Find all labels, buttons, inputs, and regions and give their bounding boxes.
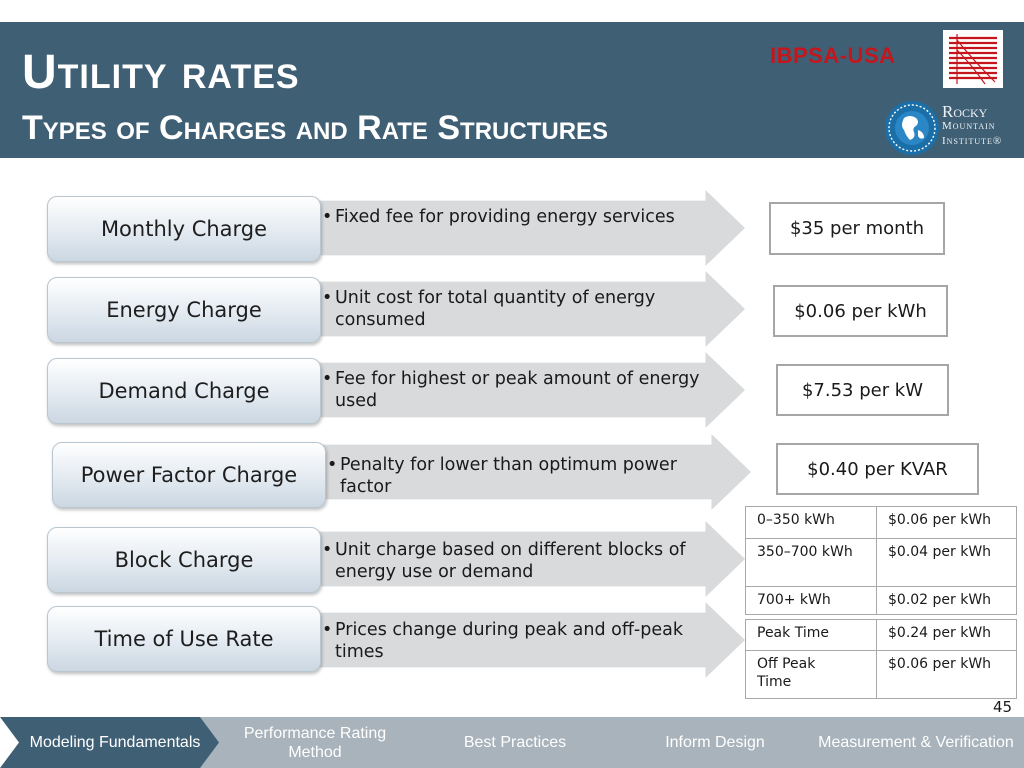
table-cell: $0.04 per kWh bbox=[876, 538, 1017, 587]
table-cell: 350–700 kWh bbox=[745, 538, 877, 587]
nav-label: Measurement & Verification bbox=[818, 734, 1014, 751]
page-number: 45 bbox=[993, 698, 1013, 716]
nav-label: Inform Design bbox=[665, 734, 765, 751]
desc-text: Unit charge based on different blocks of… bbox=[335, 540, 686, 582]
nav-measurement-verification[interactable]: Measurement & Verification bbox=[800, 717, 1024, 768]
table-cell: $0.06 per kWh bbox=[876, 506, 1017, 539]
nav-performance-rating-method[interactable]: Performance Rating Method bbox=[200, 717, 422, 768]
charge-row-demand: Demand Charge • Fee for highest or peak … bbox=[0, 352, 760, 428]
label-power-factor-charge: Power Factor Charge bbox=[52, 442, 326, 508]
table-cell: Peak Time bbox=[745, 619, 877, 651]
slide-subtitle: Types of Charges and Rate Structures bbox=[22, 109, 609, 147]
nav-modeling-fundamentals[interactable]: Modeling Fundamentals bbox=[0, 717, 222, 768]
rate-energy-charge: $0.06 per kWh bbox=[773, 285, 948, 337]
label-demand-charge: Demand Charge bbox=[47, 358, 321, 424]
table-cell: $0.02 per kWh bbox=[876, 586, 1017, 615]
rmi-line-1: Rocky bbox=[942, 102, 988, 121]
charge-row-energy: Energy Charge • Unit cost for total quan… bbox=[0, 271, 760, 347]
nav-label: Best Practices bbox=[463, 734, 567, 751]
rate-monthly-charge: $35 per month bbox=[769, 202, 945, 255]
desc-text: Prices change during peak and off-peak t… bbox=[335, 620, 683, 662]
table-cell: $0.24 per kWh bbox=[876, 619, 1017, 651]
bullet: • bbox=[327, 455, 338, 475]
bullet: • bbox=[322, 288, 333, 308]
bullet: • bbox=[322, 207, 333, 227]
slide-title: Utility rates bbox=[22, 46, 300, 99]
label-time-of-use-rate: Time of Use Rate bbox=[47, 606, 321, 672]
table-cell: $0.06 per kWh bbox=[876, 650, 1017, 699]
nav-label: Performance Rating Method bbox=[243, 724, 387, 761]
table-row: 700+ kWh $0.02 per kWh bbox=[745, 586, 1017, 615]
desc-text: Unit cost for total quantity of energy c… bbox=[335, 288, 656, 330]
rate-power-factor-charge: $0.40 per KVAR bbox=[776, 443, 979, 495]
rmi-logo: Rocky Mountain Institute® bbox=[884, 100, 1014, 156]
table-row: 350–700 kWh $0.04 per kWh bbox=[745, 538, 1017, 587]
desc-text: Penalty for lower than optimum power fac… bbox=[340, 455, 677, 497]
header-banner: Utility rates Types of Charges and Rate … bbox=[0, 22, 1024, 158]
nav-label: Modeling Fundamentals bbox=[29, 734, 201, 751]
desc-time-of-use-rate: • Prices change during peak and off-peak… bbox=[322, 619, 712, 663]
desc-energy-charge: • Unit cost for total quantity of energy… bbox=[322, 287, 712, 331]
bullet: • bbox=[322, 540, 333, 560]
time-of-use-table: Peak Time $0.24 per kWh Off Peak Time $0… bbox=[745, 619, 1017, 699]
globe-icon bbox=[885, 101, 939, 155]
charge-row-power-factor: Power Factor Charge • Penalty for lower … bbox=[0, 434, 760, 510]
label-energy-charge: Energy Charge bbox=[47, 277, 321, 343]
rate-demand-charge: $7.53 per kW bbox=[776, 364, 949, 416]
table-row: Off Peak Time $0.06 per kWh bbox=[745, 650, 1017, 699]
block-rate-table: 0–350 kWh $0.06 per kWh 350–700 kWh $0.0… bbox=[745, 506, 1017, 615]
bullet: • bbox=[322, 620, 333, 640]
desc-power-factor-charge: • Penalty for lower than optimum power f… bbox=[327, 454, 717, 498]
desc-monthly-charge: • Fixed fee for providing energy service… bbox=[322, 206, 712, 228]
ibpsa-logo-icon bbox=[943, 30, 1003, 88]
desc-text: Fixed fee for providing energy services bbox=[335, 207, 675, 227]
label-block-charge: Block Charge bbox=[47, 527, 321, 593]
rmi-wordmark: Rocky Mountain Institute® bbox=[942, 102, 1003, 149]
nav-best-practices[interactable]: Best Practices bbox=[400, 717, 622, 768]
rmi-line-3: Institute® bbox=[942, 135, 1003, 147]
charge-row-block: Block Charge • Unit charge based on diff… bbox=[0, 521, 760, 597]
table-cell: 700+ kWh bbox=[745, 586, 877, 615]
ibpsa-logo-text: IBPSA-USA bbox=[770, 43, 896, 68]
table-row: Peak Time $0.24 per kWh bbox=[745, 619, 1017, 651]
desc-text: Fee for highest or peak amount of energy… bbox=[335, 369, 700, 411]
bullet: • bbox=[322, 369, 333, 389]
desc-demand-charge: • Fee for highest or peak amount of ener… bbox=[322, 368, 712, 412]
table-cell: 0–350 kWh bbox=[745, 506, 877, 539]
nav-inform-design[interactable]: Inform Design bbox=[600, 717, 822, 768]
label-monthly-charge: Monthly Charge bbox=[47, 196, 321, 262]
desc-block-charge: • Unit charge based on different blocks … bbox=[322, 539, 712, 583]
table-cell: Off Peak Time bbox=[745, 650, 877, 699]
table-row: 0–350 kWh $0.06 per kWh bbox=[745, 506, 1017, 539]
section-nav: Modeling Fundamentals Performance Rating… bbox=[0, 717, 1024, 768]
charge-row-time-of-use: Time of Use Rate • Prices change during … bbox=[0, 602, 760, 678]
charge-row-monthly: Monthly Charge • Fixed fee for providing… bbox=[0, 190, 760, 266]
rmi-line-2: Mountain bbox=[942, 120, 996, 132]
